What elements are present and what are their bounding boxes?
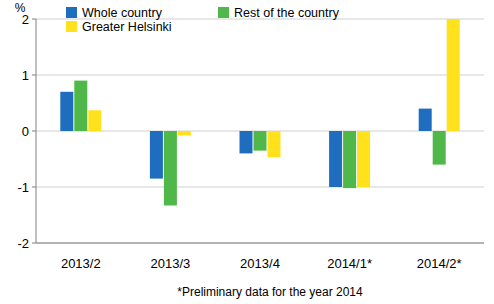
grid-line: [36, 187, 484, 188]
footnote: *Preliminary data for the year 2014: [177, 285, 363, 299]
bar: [178, 131, 191, 135]
legend-swatch: [218, 7, 229, 18]
tick-label: -2: [17, 236, 29, 251]
legend-label: Whole country: [82, 6, 163, 20]
legend-swatch: [66, 21, 77, 32]
tick-label: 1: [22, 68, 29, 83]
tick-label: -1: [17, 180, 29, 195]
bar: [419, 109, 432, 131]
bar: [357, 131, 370, 187]
tick-mark: [32, 19, 36, 20]
bars: [60, 19, 459, 205]
grid-line: [36, 243, 484, 244]
bar: [343, 131, 356, 188]
tick-mark: [32, 131, 36, 132]
bar: [268, 131, 281, 157]
bar: [150, 131, 163, 179]
category-label: 2013/4: [240, 256, 280, 271]
category-label: 2013/2: [61, 256, 101, 271]
bar: [329, 131, 342, 187]
tick-label: 0: [22, 124, 29, 139]
category-label: 2013/3: [151, 256, 191, 271]
x-axis: [36, 243, 484, 244]
bar: [447, 19, 460, 131]
chart: -2-1012%2013/22013/32013/42014/1*2014/2*…: [0, 0, 494, 304]
category-label: 2014/1*: [327, 256, 372, 271]
grid-line: [36, 75, 484, 76]
tick-mark: [32, 187, 36, 188]
legend-label: Greater Helsinki: [82, 20, 172, 34]
bar: [60, 92, 73, 131]
bar: [240, 131, 253, 153]
bar: [88, 110, 101, 131]
y-axis-label: %: [15, 1, 26, 15]
legend-swatch: [66, 7, 77, 18]
tick-mark: [32, 75, 36, 76]
bar: [433, 131, 446, 165]
bar: [74, 81, 87, 131]
y-axis: [36, 19, 37, 243]
bar: [254, 131, 267, 151]
legend-label: Rest of the country: [234, 6, 340, 20]
tick-mark: [32, 243, 36, 244]
category-label: 2014/2*: [417, 256, 462, 271]
bar: [164, 131, 177, 205]
